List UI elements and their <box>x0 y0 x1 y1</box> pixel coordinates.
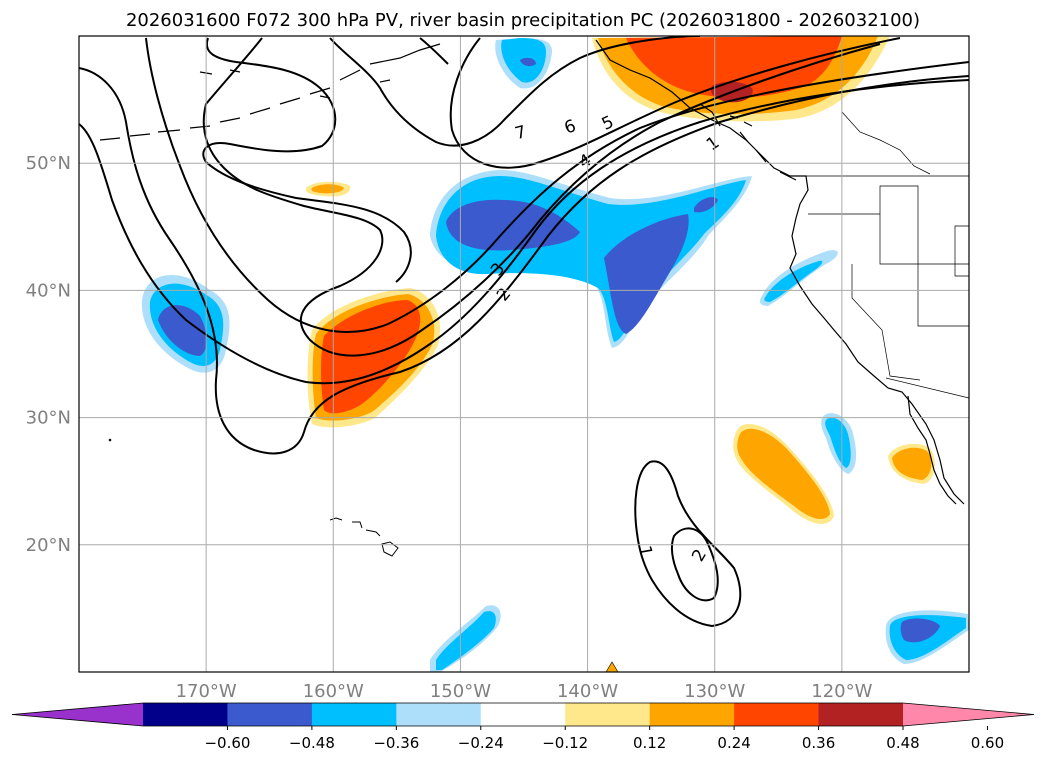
contour-label: 1 <box>634 544 656 558</box>
precip-region-subtropical-160W <box>307 288 441 428</box>
colorbar-tick-label: 0.24 <box>717 734 750 752</box>
latitude-label: 20°N <box>26 535 71 556</box>
colorbar-tick-label: −0.48 <box>289 734 335 752</box>
longitude-label: 140°W <box>557 681 618 702</box>
precip-fill-layer <box>141 36 969 672</box>
colorbar-tick-label: −0.36 <box>373 734 419 752</box>
precip-region-tiny-bottom <box>605 661 619 672</box>
colorbar-segment <box>649 703 735 726</box>
longitude-label: 170°W <box>176 681 237 702</box>
colorbar-tick-label: −0.12 <box>542 734 588 752</box>
political-borders <box>806 111 969 399</box>
longitude-label: 160°W <box>303 681 364 702</box>
colorbar-segment <box>311 703 397 726</box>
longitude-label: 150°W <box>430 681 491 702</box>
hawaiian-islands <box>108 438 399 557</box>
colorbar-segment <box>480 703 566 726</box>
axis-labels: 170°W 160°W 150°W 140°W 130°W 120°W 20°N 30°N 40… <box>26 153 873 702</box>
latitude-label: 30°N <box>26 408 71 429</box>
colorbar-tick-label: 0.36 <box>802 734 835 752</box>
graticule <box>79 36 969 672</box>
colorbar-tick-label: 0.60 <box>971 734 1004 752</box>
colorbar-extend-low <box>12 703 143 726</box>
colorbar-segment <box>143 703 228 726</box>
longitude-label: 130°W <box>684 681 745 702</box>
colorbar-tick-label: 0.48 <box>886 734 919 752</box>
colorbar-segment <box>734 703 820 726</box>
latitude-label: 40°N <box>26 280 71 301</box>
colorbar-tick-label: 0.12 <box>633 734 666 752</box>
colorbar-segment <box>396 703 482 726</box>
colorbar-segment <box>227 703 313 726</box>
latitude-label: 50°N <box>26 153 71 174</box>
pv-contours <box>79 36 969 628</box>
colorbar-tick-label: −0.24 <box>458 734 504 752</box>
colorbar: −0.60 −0.48 −0.36 −0.24 −0.12 0.12 0.24 0.36 0.4… <box>11 702 1035 752</box>
precip-region-central-pacific <box>430 170 752 348</box>
colorbar-segment <box>565 703 651 726</box>
precip-region-170W <box>141 275 230 373</box>
map-frame <box>78 35 970 673</box>
colorbar-segment <box>818 703 904 726</box>
longitude-label: 120°W <box>811 681 872 702</box>
map-panel <box>79 36 969 672</box>
contour-label: 7 <box>513 122 529 144</box>
colorbar-extend-high <box>903 703 1034 726</box>
colorbar-outline <box>11 702 1035 727</box>
map-title: 2026031600 F072 300 hPa PV, river basin … <box>126 10 920 31</box>
colorbar-tick-label: −0.60 <box>204 734 250 752</box>
